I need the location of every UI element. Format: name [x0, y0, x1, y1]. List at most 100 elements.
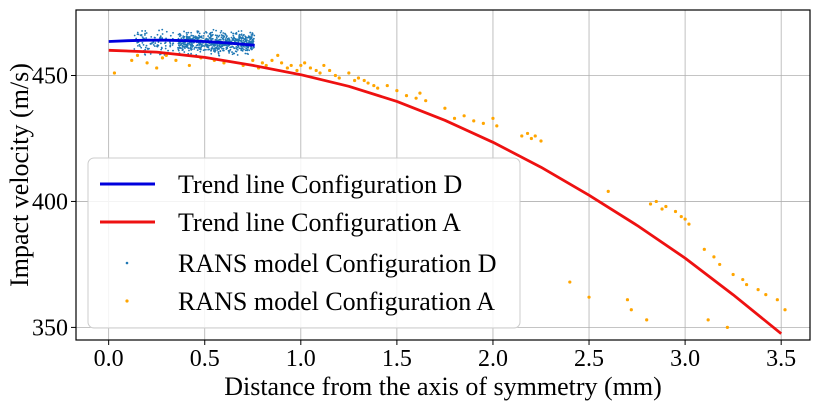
- point-rans-d: [133, 34, 136, 37]
- point-rans-d: [217, 52, 220, 55]
- point-rans-d: [224, 38, 227, 40]
- point-rans-d: [193, 48, 196, 50]
- point-rans-a: [155, 66, 159, 70]
- x-tick-label: 3.0: [670, 346, 700, 372]
- point-rans-d: [202, 37, 204, 40]
- point-rans-a: [303, 61, 307, 65]
- point-rans-d: [214, 51, 216, 53]
- point-rans-d: [200, 45, 203, 48]
- point-rans-d: [233, 52, 236, 55]
- point-rans-d: [220, 36, 223, 39]
- point-rans-d: [200, 43, 202, 46]
- point-rans-a: [645, 318, 649, 322]
- point-rans-a: [160, 56, 165, 60]
- point-rans-a: [491, 116, 495, 120]
- point-rans-d: [238, 36, 241, 39]
- point-rans-a: [395, 89, 399, 93]
- point-rans-a: [712, 255, 716, 259]
- point-rans-d: [244, 49, 247, 52]
- point-rans-a: [744, 282, 749, 287]
- point-rans-d: [250, 34, 253, 36]
- point-rans-a: [606, 189, 610, 193]
- point-rans-a: [356, 76, 361, 80]
- point-rans-d: [208, 48, 211, 51]
- point-rans-d: [244, 36, 247, 39]
- point-rans-d: [186, 33, 188, 36]
- point-rans-d: [245, 47, 248, 50]
- point-rans-d: [241, 49, 244, 52]
- point-rans-d: [240, 30, 243, 32]
- point-rans-a: [683, 217, 687, 221]
- point-rans-a: [376, 86, 380, 90]
- x-tick-label: 2.5: [574, 346, 604, 372]
- point-rans-d: [208, 36, 211, 39]
- point-rans-d: [219, 50, 222, 52]
- point-rans-d: [238, 33, 241, 36]
- point-rans-d: [214, 38, 217, 41]
- point-rans-d: [220, 34, 223, 36]
- point-rans-d: [184, 45, 187, 48]
- point-rans-a: [625, 298, 630, 302]
- point-rans-d: [196, 49, 199, 52]
- point-rans-d: [216, 38, 218, 40]
- point-rans-d: [240, 47, 243, 50]
- point-rans-d: [220, 30, 223, 32]
- point-rans-d: [169, 45, 172, 48]
- point-rans-d: [140, 46, 143, 49]
- point-rans-d: [145, 32, 148, 34]
- point-rans-d: [242, 37, 245, 40]
- point-rans-d: [230, 31, 233, 34]
- point-rans-d: [230, 36, 233, 39]
- point-rans-d: [236, 48, 239, 51]
- point-rans-a: [270, 58, 274, 62]
- point-rans-d: [211, 46, 214, 48]
- point-rans-d: [224, 33, 227, 36]
- x-tick-label: 1.0: [286, 346, 316, 372]
- point-rans-d: [221, 47, 223, 50]
- point-rans-a: [495, 124, 499, 128]
- point-rans-d: [248, 41, 250, 44]
- point-rans-a: [539, 139, 543, 143]
- point-rans-d: [160, 46, 163, 49]
- point-rans-d: [194, 37, 197, 40]
- point-rans-d: [251, 33, 254, 36]
- point-rans-d: [227, 45, 229, 47]
- point-rans-a: [472, 119, 476, 123]
- point-rans-a: [673, 209, 678, 214]
- point-rans-d: [177, 46, 179, 49]
- point-rans-d: [236, 54, 239, 56]
- point-rans-d: [209, 31, 212, 34]
- legend-label-rans-d: RANS model Configuration D: [178, 249, 497, 278]
- y-axis-label: Impact velocity (m/s): [5, 63, 34, 287]
- point-rans-d: [225, 44, 228, 47]
- point-rans-d: [191, 34, 193, 37]
- point-rans-d: [211, 31, 214, 34]
- point-rans-d: [219, 31, 222, 34]
- point-rans-d: [231, 38, 234, 40]
- point-rans-a: [333, 73, 337, 78]
- point-rans-d: [227, 49, 230, 52]
- point-rans-d: [160, 48, 163, 51]
- point-rans-d: [154, 42, 157, 44]
- point-rans-d: [140, 33, 143, 36]
- point-rans-d: [222, 34, 224, 37]
- point-rans-d: [229, 48, 232, 51]
- legend-label-trend-d: Trend line Configuration D: [178, 170, 462, 199]
- point-rans-d: [142, 43, 145, 46]
- point-rans-d: [172, 31, 174, 34]
- point-rans-a: [452, 116, 457, 120]
- point-rans-d: [157, 41, 160, 43]
- point-rans-a: [187, 63, 191, 68]
- point-rans-d: [189, 35, 191, 38]
- point-rans-a: [462, 114, 466, 118]
- legend-label-rans-a: RANS model Configuration A: [178, 287, 495, 316]
- point-rans-d: [182, 35, 185, 38]
- point-rans-d: [141, 30, 143, 32]
- point-rans-d: [181, 46, 184, 48]
- point-rans-a: [725, 325, 729, 330]
- point-rans-d: [246, 48, 249, 51]
- point-rans-d: [150, 42, 153, 45]
- y-axis-ticks: 350 400 450: [32, 63, 76, 341]
- point-rans-a: [529, 136, 533, 141]
- point-rans-d: [240, 34, 243, 36]
